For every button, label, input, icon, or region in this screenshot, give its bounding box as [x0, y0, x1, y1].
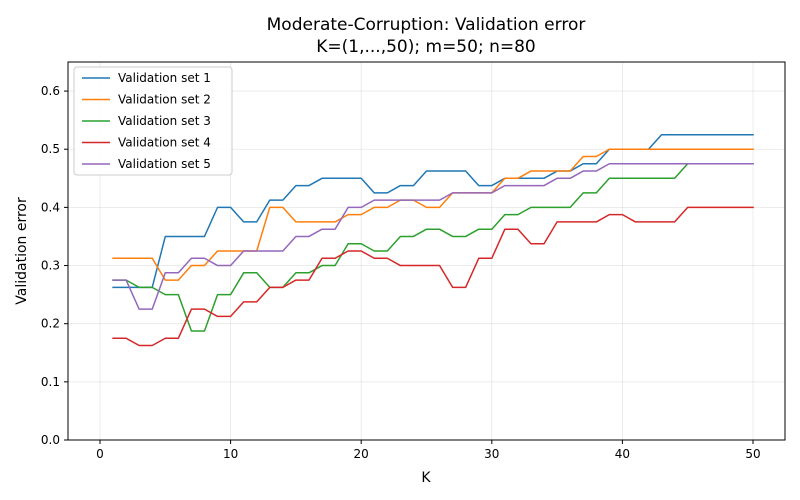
series-lines	[112, 133, 754, 347]
x-tick-label: 20	[354, 447, 369, 461]
y-axis-label: Validation error	[14, 197, 30, 305]
legend-box	[73, 66, 233, 176]
legend-label-validation-set-4: Validation set 4	[118, 136, 211, 150]
plot-area-frame	[67, 61, 786, 441]
legend-label-validation-set-2: Validation set 2	[118, 93, 211, 107]
legend-label-validation-set-5: Validation set 5	[118, 157, 211, 171]
x-tick-label: 50	[745, 447, 760, 461]
x-tick-label: 30	[484, 447, 499, 461]
y-tick-label: 0.6	[41, 84, 60, 98]
legend-label-validation-set-1: Validation set 1	[118, 71, 211, 85]
y-tick-label: 0.3	[41, 259, 60, 273]
y-tick-label: 0.5	[41, 142, 60, 156]
legend-label-validation-set-3: Validation set 3	[118, 114, 211, 128]
y-tick-label: 0.2	[41, 317, 60, 331]
series-line-validation-set-2	[112, 148, 754, 281]
chart-title-line-2: K=(1,...,50); m=50; n=80	[316, 37, 535, 57]
legend: Validation set 1 Validation set 2 Validati…	[73, 66, 233, 176]
x-tick-label: 0	[96, 447, 104, 461]
axis-ticks: 0 10 20 30 40 50 0.0 0.1 0.2 0.3 0.4 0.5 0.6	[41, 84, 761, 461]
series-line-validation-set-4	[112, 206, 754, 347]
series-line-validation-set-3	[112, 163, 754, 332]
y-tick-label: 0.1	[41, 375, 60, 389]
x-tick-label: 10	[223, 447, 238, 461]
x-tick-label: 40	[615, 447, 630, 461]
x-axis-label: K	[421, 470, 431, 486]
y-tick-label: 0.0	[41, 433, 60, 447]
chart-title-line-1: Moderate-Corruption: Validation error	[267, 15, 586, 35]
series-line-validation-set-5	[112, 163, 754, 310]
y-tick-label: 0.4	[41, 200, 60, 214]
